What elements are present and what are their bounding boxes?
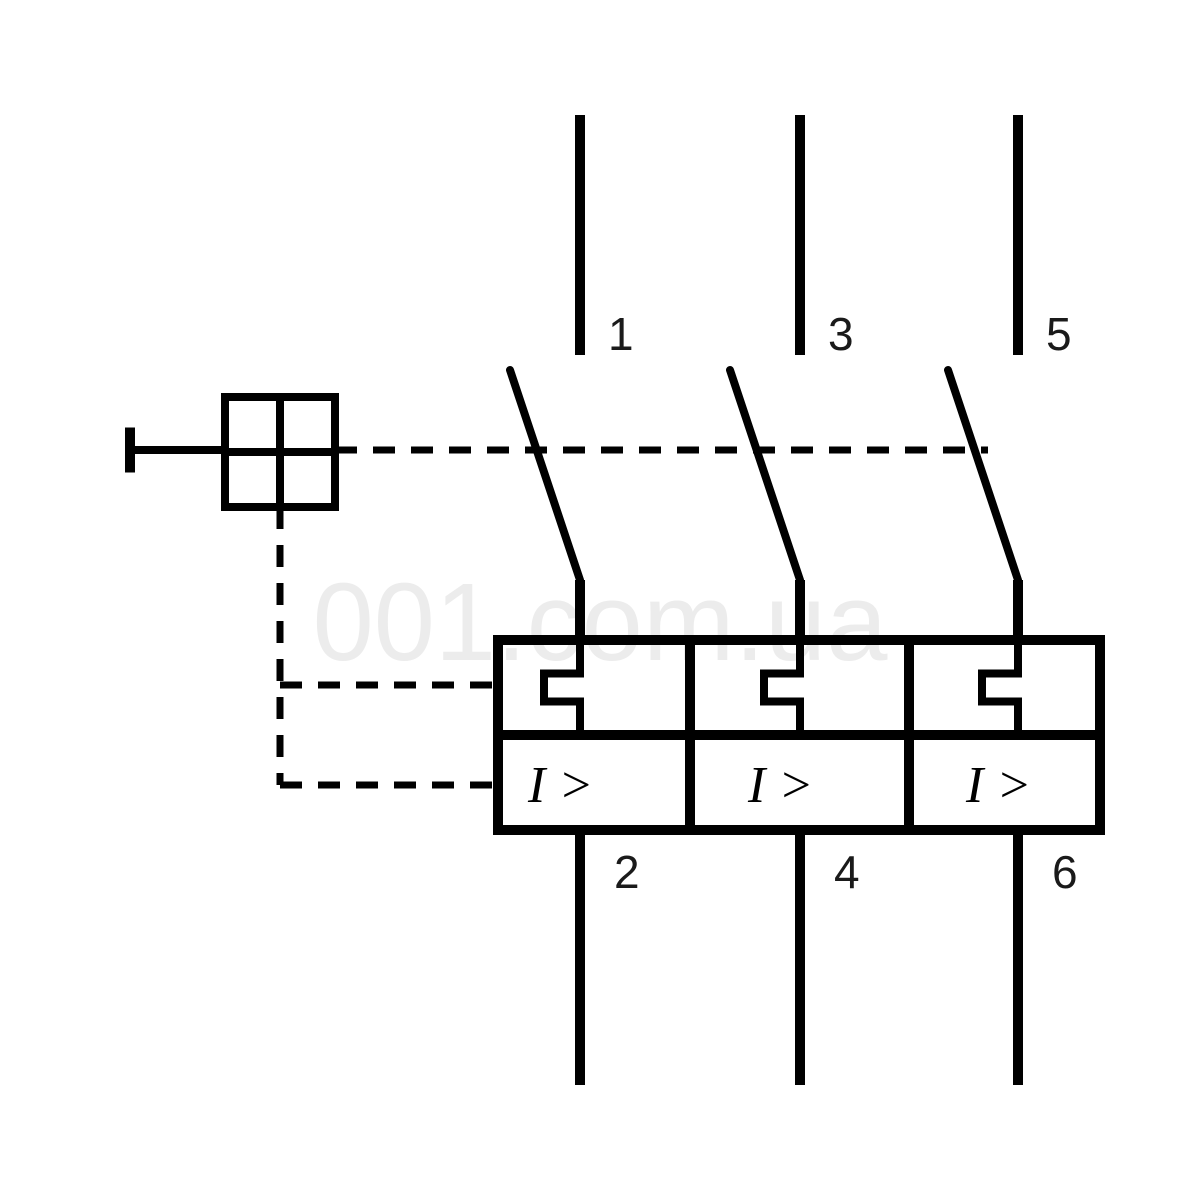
- pole-3: I > 5 6: [948, 115, 1078, 1085]
- terminal-label-top-3: 3: [828, 308, 854, 360]
- terminal-label-top-1: 1: [608, 308, 634, 360]
- terminal-label-top-5: 5: [1046, 308, 1072, 360]
- contact-blade: [730, 370, 800, 580]
- contact-blade: [948, 370, 1018, 580]
- overcurrent-label: I >: [747, 757, 813, 814]
- thermal-notch: [982, 640, 1018, 735]
- actuator: [130, 397, 335, 507]
- terminal-label-bottom-2: 2: [614, 846, 640, 898]
- terminal-label-bottom-4: 4: [834, 846, 860, 898]
- overcurrent-label: I >: [527, 757, 593, 814]
- overcurrent-label: I >: [965, 757, 1031, 814]
- contact-blade: [510, 370, 580, 580]
- terminal-label-bottom-6: 6: [1052, 846, 1078, 898]
